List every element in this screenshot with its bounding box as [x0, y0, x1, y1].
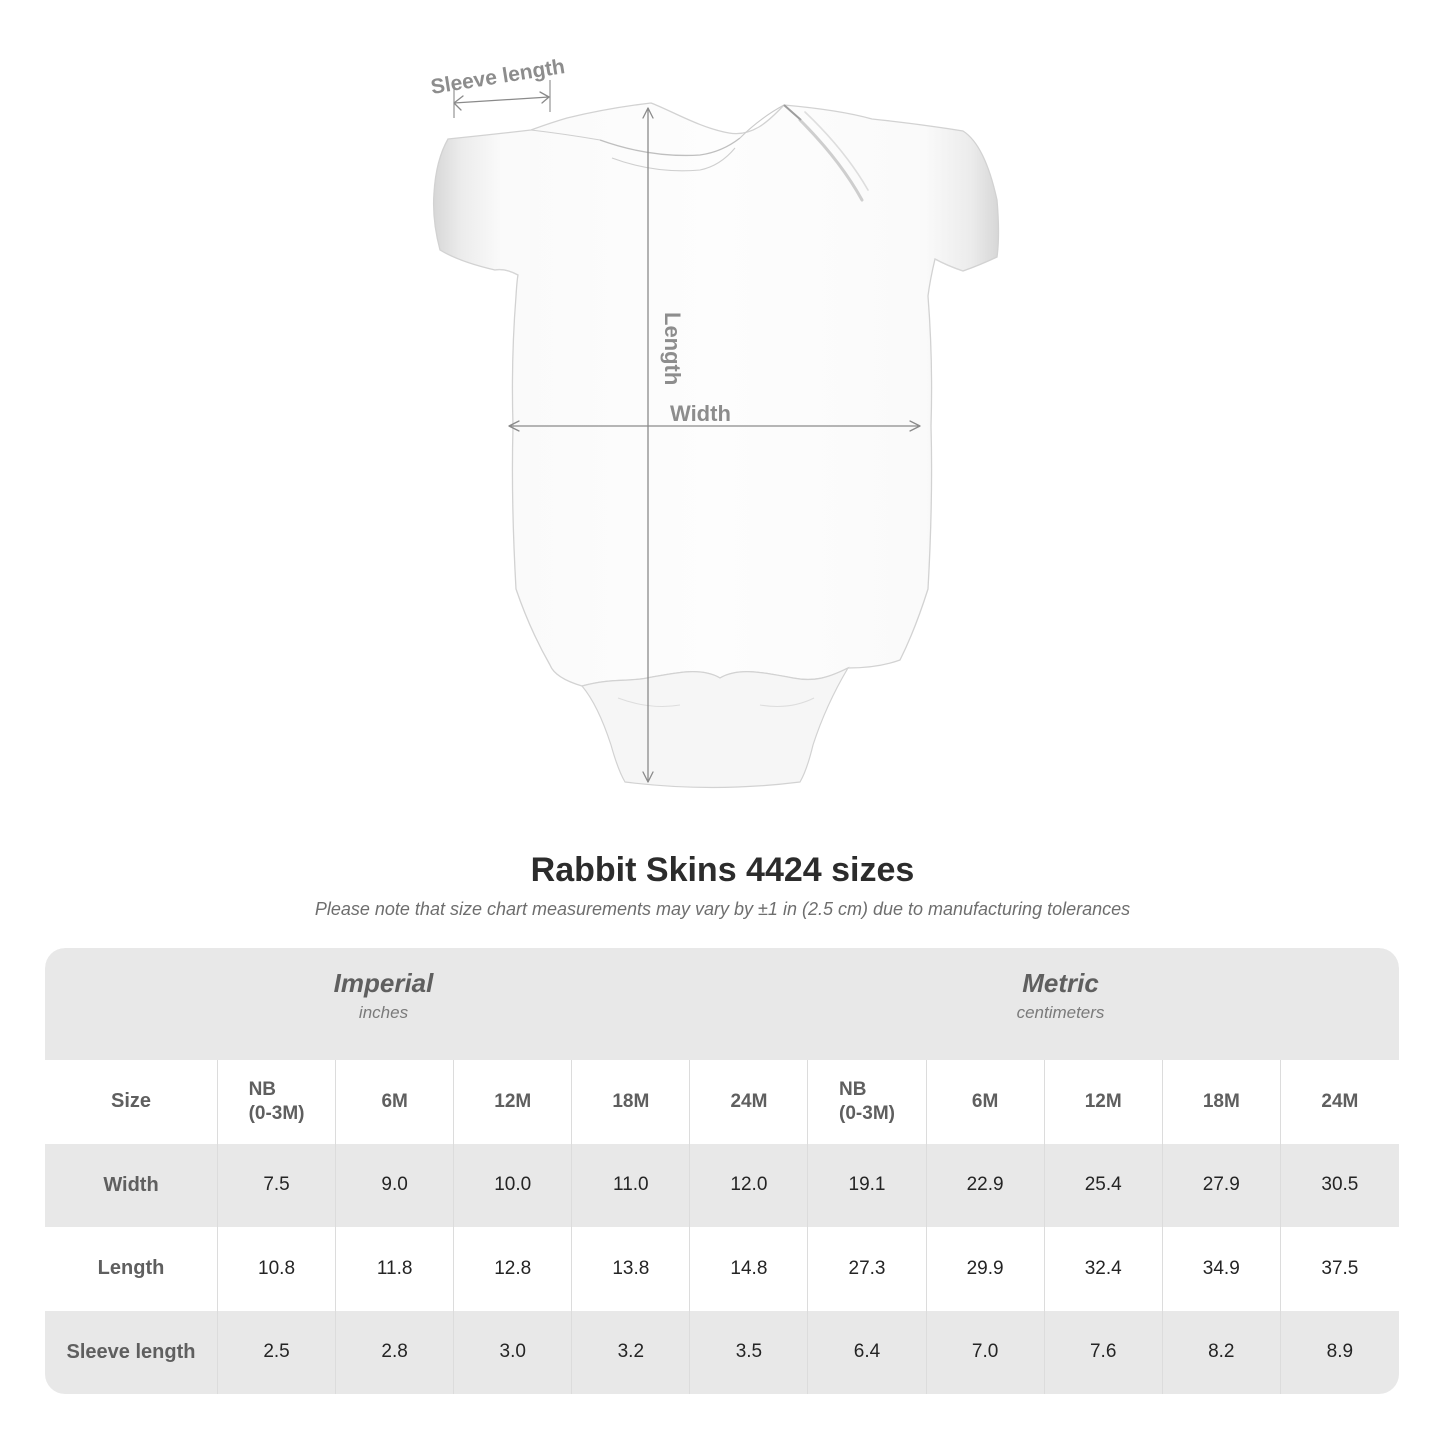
svg-text:Sleeve length: Sleeve length — [429, 55, 566, 99]
svg-text:Length: Length — [660, 312, 685, 385]
svg-text:Width: Width — [670, 401, 731, 426]
